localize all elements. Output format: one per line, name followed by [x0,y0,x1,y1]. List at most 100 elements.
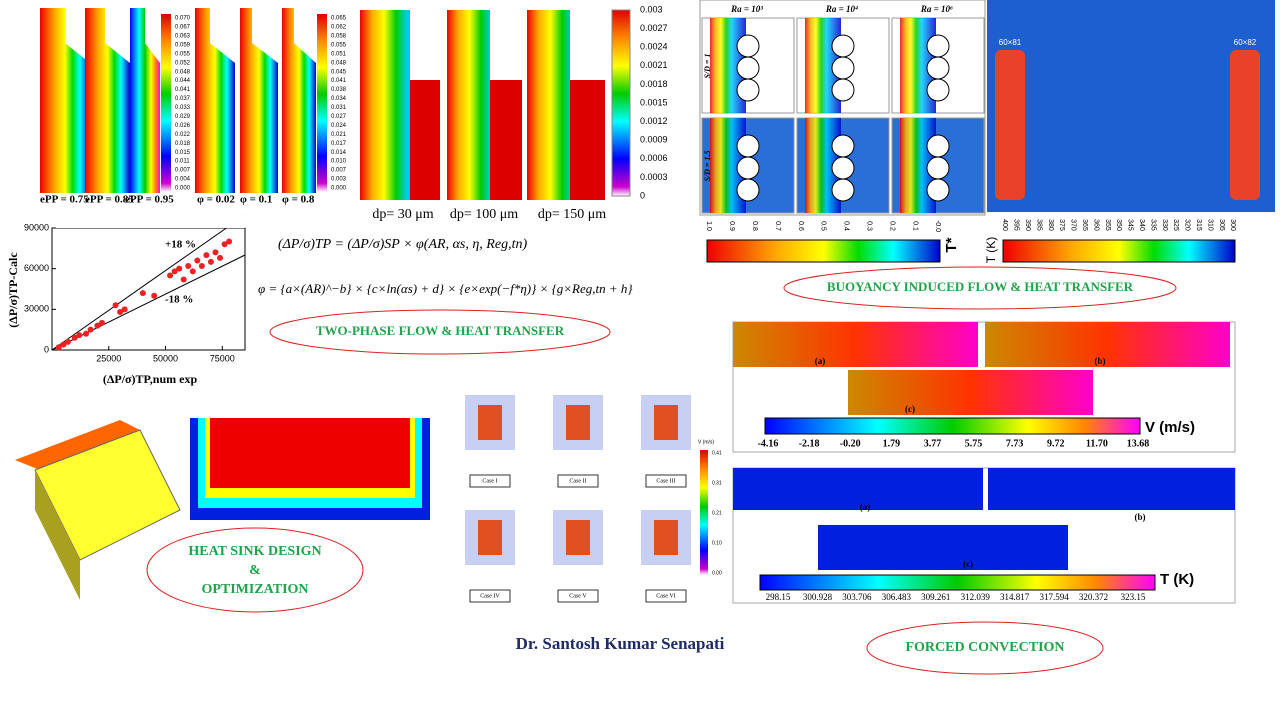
colorbar-label: 1.79 [883,438,901,449]
colorbar-label: 0.021 [331,132,347,138]
case-box [469,474,511,488]
y-tick-label: 30000 [24,304,49,314]
cylinder [995,50,1025,200]
colorbar-label: 305 [1218,219,1225,231]
cylinder [926,178,950,202]
colorbar-label: 0.1 [911,221,918,231]
colorbar-label: -2.18 [799,438,820,449]
core [570,80,605,200]
colorbar-label: 345 [1127,219,1134,231]
colorbar [759,574,1156,591]
ra-label: Ra = 10⁴ [825,4,858,14]
point [189,268,196,275]
x-tick-label: 25000 [96,353,121,363]
point [94,322,101,329]
panel-label: dp= 150 μm [538,207,606,222]
colorbar-label: 0.052 [175,60,191,66]
colorbar [706,239,941,263]
colorbar-label: 0.038 [331,87,347,93]
colorbar-label: 385 [1035,219,1042,231]
colorbar-label: 0.0006 [640,153,668,163]
colorbar-label: 0.062 [331,25,347,31]
colorbar-label: 395 [1013,219,1020,231]
colorbar [161,14,171,192]
colorbar-title: T (K) [984,237,998,263]
cylinder [926,156,950,180]
colorbar-label: 370 [1070,219,1077,231]
panel-label: (b) [1095,356,1106,366]
colorbar-label: 0.059 [175,42,191,48]
cylinder-label: 60×82 [1234,38,1257,47]
colorbar-label: 0.055 [175,51,191,57]
caption-ellipse [269,309,611,355]
colorbar-label: 309.261 [921,592,950,602]
colorbar-label: 0.041 [331,78,347,84]
colorbar-title: V (m/s) [698,439,714,445]
case-label: Case I [482,478,497,484]
panel-label: ePP = 0.85 [85,194,134,206]
cylinder [736,34,760,58]
point [180,276,187,283]
colorbar-label: 0.045 [331,69,347,75]
contour [210,418,410,488]
case-label: Case II [569,478,586,484]
cylinder [736,78,760,102]
colorbar-label: 0.0024 [640,42,668,52]
colorbar-label: 0.6 [797,221,804,231]
colorbar-label: 0.0021 [640,60,668,70]
point [139,290,146,297]
point [87,326,94,333]
colorbar-label: 400 [1001,219,1008,231]
colorbar-label: 0 [640,190,645,200]
colorbar-label: 350 [1115,219,1122,231]
caption: TWO-PHASE FLOW & HEAT TRANSFER [316,323,565,338]
colorbar-label: 0.000 [331,186,347,192]
void [570,10,605,80]
particle-contours [360,9,631,200]
colorbar-label: 0.003 [331,177,347,183]
colorbar-title: V (m/s) [1145,419,1195,436]
colorbar-label: 0.065 [331,16,347,22]
panel-label: (c) [963,559,973,569]
colorbar-label: 365 [1081,219,1088,231]
point [167,272,174,279]
upper-band [51,214,246,351]
case-box [469,589,511,603]
colorbar-label: 0.007 [331,168,347,174]
point [121,306,128,313]
point [176,265,183,272]
case-block [478,520,502,555]
panel-label: (a) [860,502,871,512]
colorbar-label: 0.003 [640,4,663,14]
band-label: +18 % [165,239,196,251]
colorbar-label: 320 [1184,219,1191,231]
colorbar-label: 0.011 [175,159,190,165]
colorbar-label: 0.7 [774,221,781,231]
flow [988,468,1235,510]
colorbar-label: 0.9 [728,221,735,231]
colorbar-label: 0.037 [175,96,191,102]
point [117,309,124,316]
cylinder [831,78,855,102]
colorbar-label: 300.928 [803,592,833,602]
scatter-frame [51,227,246,351]
sd-label: S/D = 1 [703,53,712,78]
cylinder [831,56,855,80]
colorbar-label: 0.0003 [640,172,668,182]
colorbar-label: 0.026 [175,123,191,129]
colorbar-label: 390 [1024,219,1031,231]
colorbar-label: 0.034 [331,96,347,102]
point [71,334,78,341]
ra-label: Ra = 10⁶ [920,4,953,14]
colorbar-label: 5.75 [965,438,983,449]
colorbar-label: 1.0 [705,221,712,231]
colorbar-label: 0.018 [175,141,191,147]
colorbar-label: 0.5 [820,221,827,231]
cylinder [1230,50,1260,200]
case-box [557,474,599,488]
equation: (ΔP/σ)TP = (ΔP/σ)SP × φ(AR, αs, η, Reg,t… [278,237,527,252]
colorbar-label: 7.73 [1006,438,1024,449]
cylinder [736,178,760,202]
colorbar-label: 315 [1195,219,1202,231]
